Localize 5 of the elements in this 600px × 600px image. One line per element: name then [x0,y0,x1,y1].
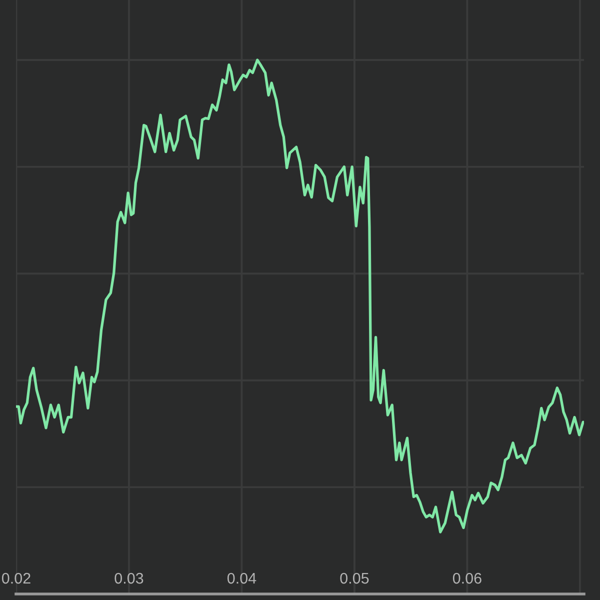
x-tick-label: 0.03 [114,572,144,584]
x-tick-label: 0.02 [2,572,30,584]
x-tick-label: 0.05 [340,572,369,584]
x-tick-label: 0.04 [227,572,256,584]
x-tick-label: 0.06 [452,572,482,584]
